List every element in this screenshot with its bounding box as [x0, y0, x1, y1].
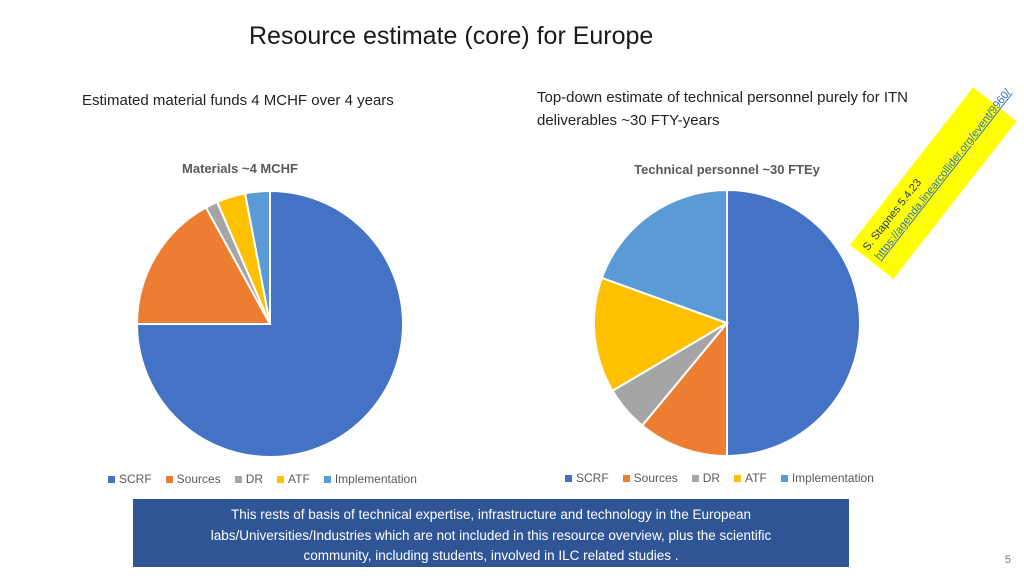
legend-swatch: [277, 475, 285, 483]
legend-label: Implementation: [334, 472, 417, 486]
slide-title: Resource estimate (core) for Europe: [249, 22, 654, 50]
legend-swatch: [565, 474, 572, 482]
page-number: 5: [1004, 554, 1011, 566]
note-line-1: This rests of basis of technical experti…: [230, 507, 752, 522]
legend-item-atf: ATF: [734, 471, 767, 485]
legend-swatch: [622, 474, 630, 482]
note-box: This rests of basis of technical experti…: [133, 499, 849, 567]
pie-slice-sources: [135, 206, 272, 325]
materials-pie-chart: Materials ~4 MCHF: [135, 161, 404, 458]
personnel-description-line1: Top-down estimate of technical personnel…: [537, 89, 909, 106]
legend-item-atf: ATF: [277, 472, 310, 486]
legend-swatch: [734, 474, 742, 482]
personnel-description-line2: deliverables ~30 FTY-years: [537, 112, 720, 129]
pie-slice-sources: [640, 320, 728, 458]
personnel-description: Top-down estimate of technical personnel…: [537, 86, 908, 132]
materials-legend: SCRF Sources DR ATF Implementation: [108, 472, 431, 486]
note-line-2: labs/Universities/Industries which are n…: [210, 527, 772, 543]
legend-label: ATF: [745, 471, 767, 485]
legend-item-scrf: SCRF: [565, 471, 609, 485]
note-line-3: community, including students, involved …: [303, 548, 679, 563]
personnel-legend: SCRF Sources DR ATF Implementation: [565, 471, 888, 485]
legend-item-sources: Sources: [165, 472, 221, 486]
legend-item-implementation: Implementation: [323, 472, 417, 486]
legend-swatch: [323, 475, 331, 483]
legend-swatch: [691, 474, 699, 482]
legend-label: SCRF: [119, 472, 152, 486]
legend-swatch: [234, 475, 242, 483]
materials-description: Estimated material funds 4 MCHF over 4 y…: [82, 92, 394, 109]
legend-label: DR: [245, 472, 264, 486]
legend-item-scrf: SCRF: [108, 472, 152, 486]
legend-item-sources: Sources: [622, 471, 678, 485]
legend-label: Sources: [176, 472, 221, 486]
legend-item-dr: DR: [234, 472, 264, 486]
personnel-pie-chart: Technical personnel ~30 FTEy: [593, 162, 861, 458]
legend-swatch: [780, 474, 788, 482]
legend-label: Implementation: [791, 471, 874, 485]
legend-label: DR: [702, 471, 721, 485]
pie-slice-implementation: [600, 188, 728, 325]
legend-item-dr: DR: [691, 471, 721, 485]
legend-swatch: [108, 475, 115, 483]
pie-slice-implementation: [243, 189, 271, 325]
pie-slice-atf: [593, 276, 730, 393]
legend-label: Sources: [633, 471, 678, 485]
legend-label: SCRF: [576, 471, 609, 485]
pie-chart-title: Technical personnel ~30 FTEy: [634, 162, 821, 177]
pie-slice-scrf: [726, 188, 861, 458]
legend-swatch: [165, 475, 173, 483]
legend-item-implementation: Implementation: [780, 471, 874, 485]
pie-chart-title: Materials ~4 MCHF: [182, 161, 298, 176]
legend-label: ATF: [288, 472, 310, 486]
